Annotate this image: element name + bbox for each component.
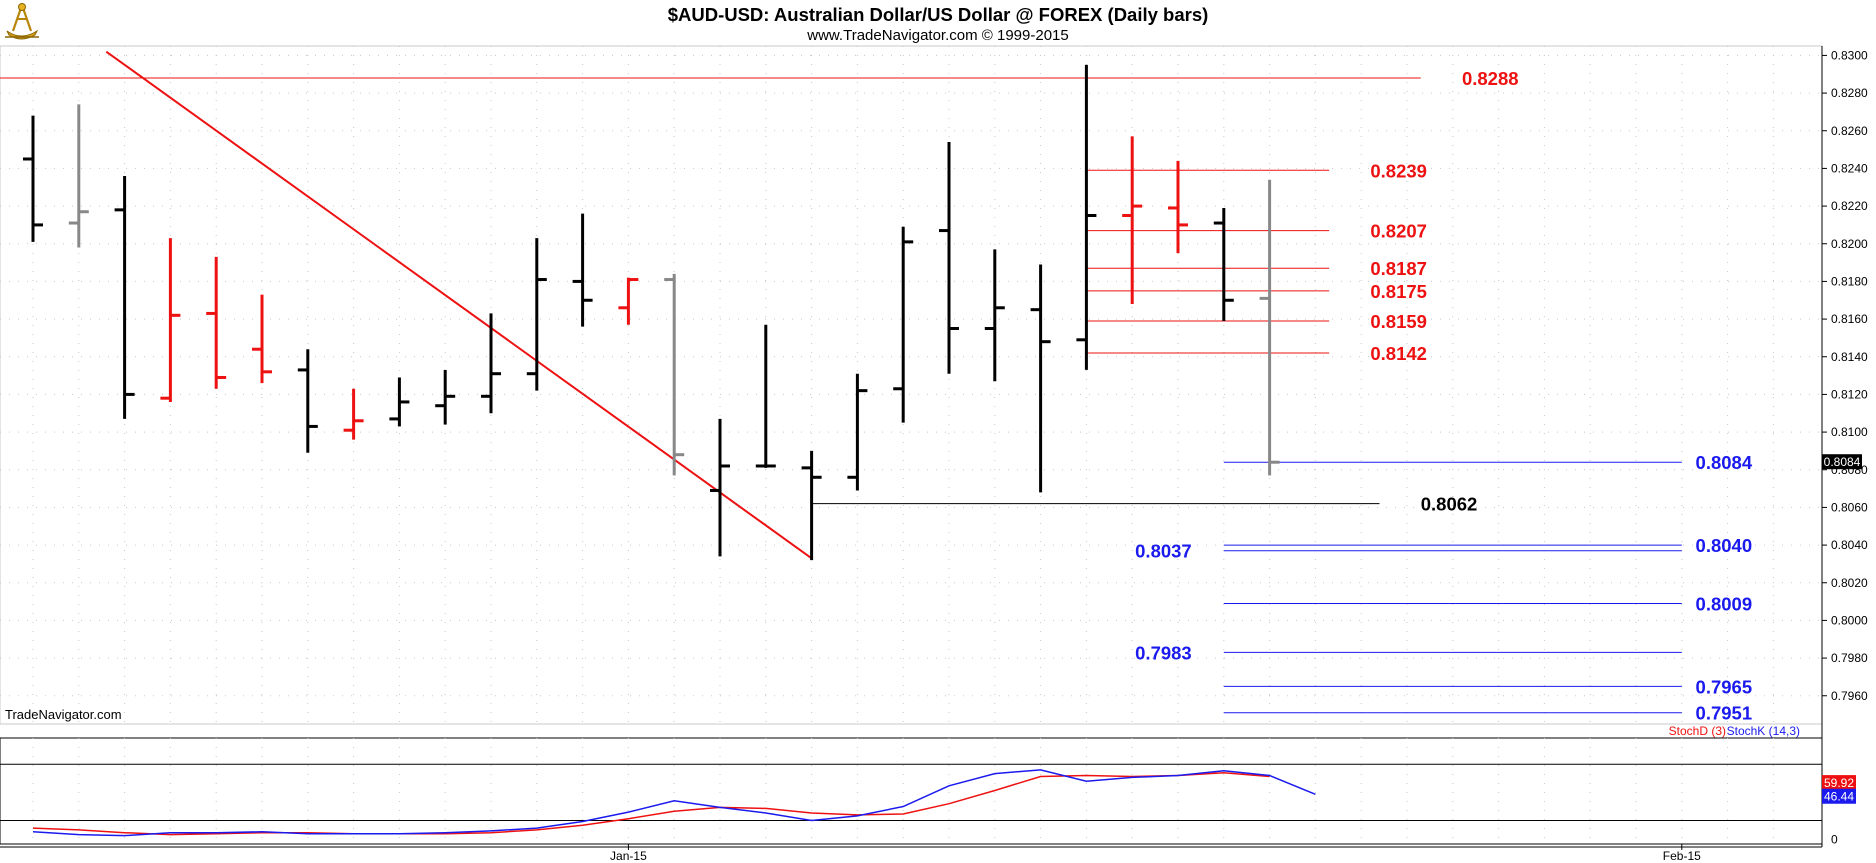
price-axis: 0.7960 0.7980 0.8000 0.8020 0.8040 0.8060 0.80… (1821, 46, 1868, 847)
stoch-axis: 0 (1831, 832, 1838, 846)
price-bar (710, 418, 730, 557)
price-tick-label: 0.8060 (1831, 500, 1868, 514)
watermark: TradeNavigator.com (5, 707, 122, 722)
level-label: 0.7983 (1135, 642, 1192, 663)
level-label: 0.8040 (1696, 535, 1753, 556)
time-tick-label: Jan-15 (610, 849, 647, 863)
price-tick-label: 0.7960 (1831, 689, 1868, 703)
stoch-grid (0, 738, 1822, 844)
price-tick-label: 0.8140 (1831, 350, 1868, 364)
price-tick-label: 0.8200 (1831, 237, 1868, 251)
price-bar (252, 294, 272, 384)
price-tick-label: 0.8120 (1831, 387, 1868, 401)
price-tick-label: 0.8020 (1831, 576, 1868, 590)
level-label: 0.8084 (1696, 452, 1753, 473)
stoch-tick-label: 0 (1831, 832, 1838, 846)
price-bar (1122, 136, 1143, 305)
price-bar (23, 115, 43, 242)
trendline (105, 50, 813, 560)
price-tick-label: 0.8240 (1831, 161, 1868, 175)
stoch-k-line (32, 769, 1316, 837)
level-label: 0.8207 (1370, 221, 1427, 242)
price-bar (1168, 160, 1188, 254)
price-tick-label: 0.8220 (1831, 199, 1868, 213)
price-bar (435, 369, 456, 425)
price-bar (160, 238, 181, 402)
price-bar (847, 373, 868, 491)
price-tick-label: 0.8000 (1831, 613, 1868, 627)
price-bar (984, 249, 1005, 382)
time-tick-label: Feb-15 (1663, 849, 1701, 863)
stoch-lines (32, 769, 1316, 837)
price-bar (297, 349, 318, 453)
stoch-d-last-label: 59.92 (1824, 776, 1854, 790)
time-axis: Jan-15 Feb-15 (0, 844, 1822, 863)
price-bar (618, 277, 639, 325)
price-tick-label: 0.8040 (1831, 538, 1868, 552)
header: $AUD-USD: Australian Dollar/US Dollar @ … (5, 3, 1209, 44)
price-bar (481, 313, 501, 414)
price-bar (114, 175, 135, 419)
price-bar (206, 256, 227, 389)
trendline-layer (105, 50, 813, 560)
level-label: 0.8288 (1462, 68, 1519, 89)
level-label: 0.8159 (1370, 311, 1427, 332)
price-bar (1213, 207, 1234, 321)
chart-subtitle: www.TradeNavigator.com © 1999-2015 (806, 27, 1068, 44)
price-bar (1076, 64, 1097, 370)
price-bar (1259, 179, 1280, 476)
level-label: 0.7951 (1696, 703, 1753, 724)
price-tick-label: 0.8300 (1831, 48, 1868, 62)
level-label: 0.7965 (1696, 676, 1753, 697)
trade-navigator-sextant-icon (5, 3, 39, 40)
price-axis-ticks: 0.7960 0.7980 0.8000 0.8020 0.8040 0.8060 0.80… (1822, 48, 1868, 703)
chart-title: $AUD-USD: Australian Dollar/US Dollar @ … (668, 4, 1209, 25)
level-label: 0.8009 (1696, 593, 1753, 614)
last-price-label: 0.8084 (1824, 455, 1861, 469)
price-tick-label: 0.8260 (1831, 124, 1868, 138)
price-tick-label: 0.8100 (1831, 425, 1868, 439)
price-bar (893, 226, 914, 423)
price-bar (755, 324, 776, 468)
price-levels (0, 77, 1682, 714)
stochastic-panel: 0 StochD (3) StochK (14,3) 59.92 46.44 (0, 724, 1856, 846)
price-bar (343, 388, 364, 440)
price-bar (801, 450, 822, 561)
price-bar (389, 377, 410, 427)
price-tick-label: 0.8280 (1831, 86, 1868, 100)
last-price-marker: 0.8084 (1822, 454, 1862, 470)
price-bar (572, 213, 593, 327)
price-bar (664, 273, 685, 476)
price-tick-label: 0.8160 (1831, 312, 1868, 326)
price-bar (526, 238, 547, 391)
price-tick-label: 0.7980 (1831, 651, 1868, 665)
stoch-k-last-label: 46.44 (1824, 790, 1854, 804)
level-label: 0.8062 (1421, 494, 1478, 515)
level-label: 0.8175 (1370, 281, 1427, 302)
price-bar (939, 142, 959, 374)
price-bar (68, 104, 89, 248)
price-tick-label: 0.8180 (1831, 274, 1868, 288)
level-label: 0.8037 (1135, 541, 1192, 562)
stoch-legend: StochD (3) StochK (14,3) (1669, 724, 1800, 738)
price-bars (23, 64, 1280, 561)
legend-stoch-k: StochK (14,3) (1727, 724, 1800, 738)
stoch-last-values: 59.92 46.44 (1822, 775, 1856, 804)
price-bar (1030, 264, 1051, 493)
legend-stoch-d: StochD (3) (1669, 724, 1726, 738)
level-label: 0.8142 (1370, 343, 1427, 364)
level-label: 0.8239 (1370, 160, 1427, 181)
level-label: 0.8187 (1370, 258, 1427, 279)
